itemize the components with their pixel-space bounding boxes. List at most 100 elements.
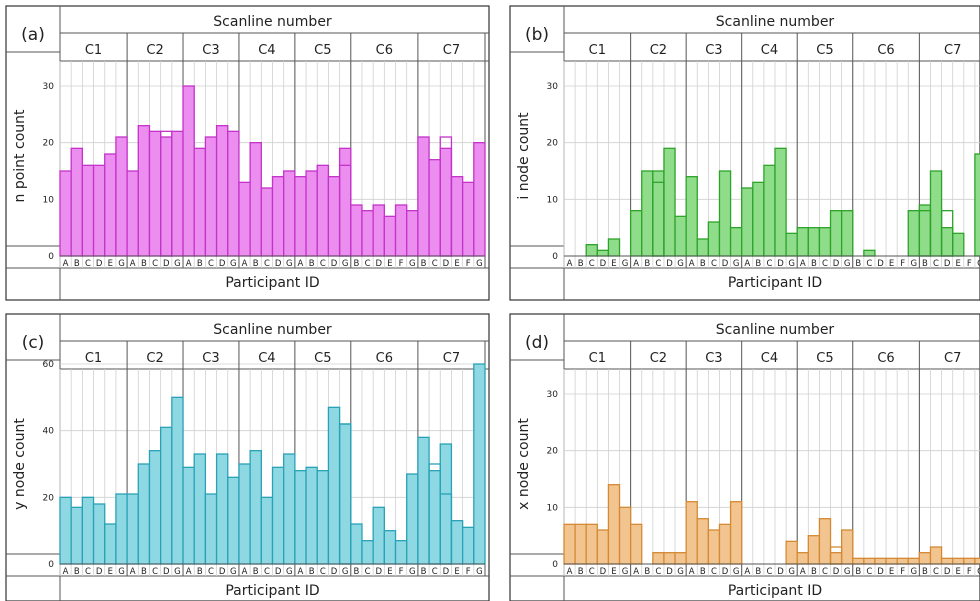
bar [896,557,909,565]
participant-id-label: A [567,567,573,577]
participant-id-label: C [432,259,438,269]
bar [406,473,419,565]
bar [918,204,932,257]
bar [652,552,665,565]
participant-id-label: D [163,567,170,577]
bar [316,470,330,565]
bar [171,130,184,257]
participant-id-label: B [74,259,80,269]
y-tick-label: 30 [43,82,55,92]
bar [406,210,419,257]
bar [227,130,240,257]
participant-id-label: C [655,567,661,577]
participant-id-label: D [219,567,226,577]
chart-title: Scanline number [716,322,835,338]
bar [729,227,743,257]
participant-id-label: G [409,259,416,269]
participant-id-label: C [264,259,270,269]
participant-id-label: D [163,259,170,269]
participant-id-label: C [208,567,214,577]
bar [193,147,207,257]
group-label: C4 [761,351,778,366]
participant-id-label: G [476,567,483,577]
bar [260,187,274,257]
y-tick-label: 0 [48,252,54,262]
participant-id-label: D [722,259,729,269]
bar [874,557,887,565]
bar [92,164,106,257]
y-tick-label: 0 [48,560,54,570]
chart-title: Scanline number [213,322,332,338]
x-axis-label: Participant ID [728,583,822,599]
bar [685,176,698,257]
bar [294,176,307,257]
bar [327,406,341,565]
bar [473,363,486,565]
group-label: C1 [85,351,102,366]
participant-id-label: G [977,567,980,577]
participant-id-label: B [421,567,427,577]
participant-id-label: G [911,259,918,269]
bar [840,529,854,565]
group-label: C2 [146,43,163,58]
bar [963,557,976,565]
group-label: C5 [314,43,331,58]
participant-id-label: D [331,259,338,269]
participant-id-label: D [777,567,784,577]
y-tick-label: 10 [43,195,55,205]
group-label: C2 [146,351,163,366]
bar [974,153,980,257]
participant-id-label: F [967,567,972,577]
participant-id-label: B [141,259,147,269]
chart-panel-b: (b) Scanline number Participant ID i node c… [509,5,980,301]
bar [327,176,341,257]
x-axis-label: Participant ID [225,583,319,599]
group-label: C7 [944,43,961,58]
y-axis-label: y node count [12,418,28,510]
bar [338,147,352,257]
participant-id-label: C [589,259,595,269]
panel-label: (c) [22,333,45,353]
y-tick-label: 20 [43,139,55,149]
bar [718,523,732,565]
bar [59,496,72,565]
participant-id-label: G [677,259,684,269]
bar [929,170,943,257]
bar [718,170,732,257]
bar [439,147,453,257]
bar [215,125,229,257]
participant-id-label: A [689,567,695,577]
participant-id-label: G [286,567,293,577]
chart-panel-d: (d) Scanline number Participant ID x node c… [509,313,980,601]
participant-id-label: B [644,567,650,577]
participant-id-label: E [108,259,113,269]
participant-id-label: B [922,567,928,577]
x-axis-label: Participant ID [225,275,319,291]
participant-id-label: G [118,567,125,577]
group-label: C2 [650,351,667,366]
bar [829,210,843,257]
participant-id-label: E [889,567,894,577]
participant-id-label: D [96,259,103,269]
participant-id-label: D [375,567,382,577]
bar [741,187,754,257]
bar [574,523,587,565]
group-label: C5 [314,351,331,366]
participant-id-label: D [722,567,729,577]
bar [829,552,843,565]
group-label: C6 [877,351,894,366]
participant-id-label: G [622,259,629,269]
group-label: C3 [705,351,722,366]
bar [796,227,809,257]
participant-id-label: A [567,259,573,269]
bar [148,130,162,257]
bar [818,518,832,565]
bar [271,466,285,565]
participant-id-label: D [600,567,607,577]
bar [283,453,296,565]
bar [115,136,128,257]
participant-id-label: D [600,259,607,269]
participant-id-label: G [409,567,416,577]
bar [361,210,374,257]
